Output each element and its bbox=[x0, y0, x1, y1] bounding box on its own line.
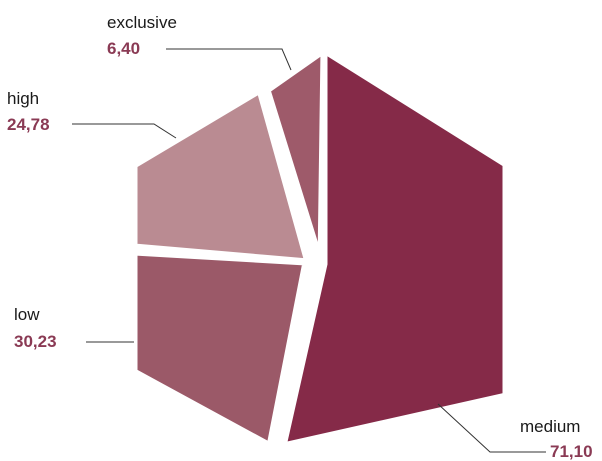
value-label-medium: 71,10 bbox=[550, 442, 593, 461]
category-label-medium: medium bbox=[520, 417, 580, 436]
category-label-low: low bbox=[14, 305, 40, 324]
value-label-low: 30,23 bbox=[14, 332, 57, 351]
category-label-exclusive: exclusive bbox=[107, 13, 177, 32]
value-label-high: 24,78 bbox=[7, 115, 50, 134]
slice-medium bbox=[278, 43, 510, 451]
leader-lines bbox=[72, 48, 546, 453]
value-label-exclusive: 6,40 bbox=[107, 39, 140, 58]
leader-line-high bbox=[72, 123, 177, 139]
slice-low bbox=[130, 248, 311, 452]
slices-group bbox=[130, 43, 510, 452]
leader-line-medium bbox=[437, 403, 546, 453]
category-label-high: high bbox=[7, 89, 39, 108]
slice-labels: exclusive 6,40 high 24,78 low 30,23 medi… bbox=[7, 13, 593, 461]
leader-line-exclusive bbox=[166, 48, 292, 71]
slice-high bbox=[130, 84, 313, 266]
